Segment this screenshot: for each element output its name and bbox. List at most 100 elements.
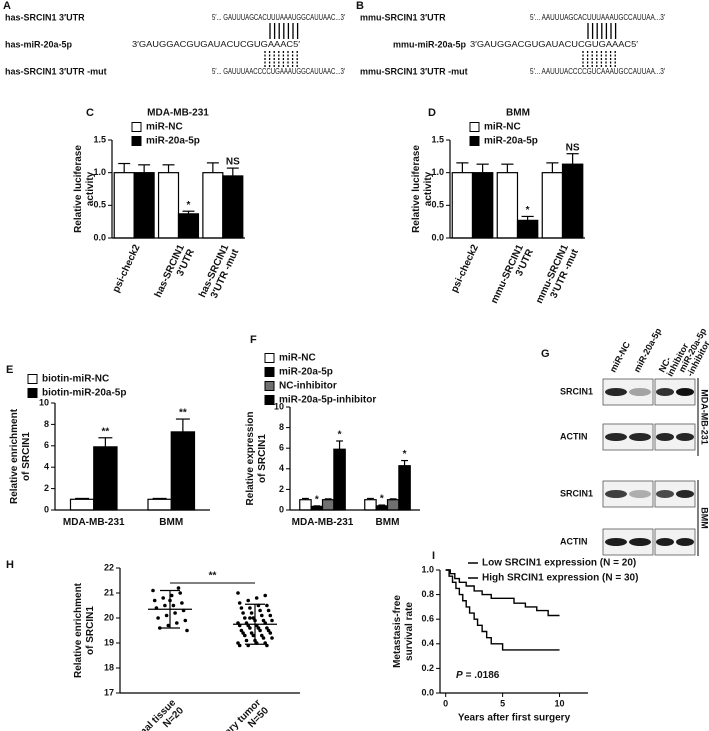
- x-tick-label: has-SRCIN13′UTR -mut: [197, 242, 241, 304]
- x-tick-label-line: BMM: [376, 517, 400, 528]
- bar: [321, 499, 335, 511]
- blot-band: [605, 433, 627, 441]
- y-tick-label: 0.5: [431, 200, 444, 210]
- data-point: [256, 626, 261, 630]
- legend-label: miR-NC: [146, 122, 183, 133]
- y-tick-label: 0.0: [431, 232, 444, 242]
- data-point: [164, 613, 169, 618]
- y-tick-label: 1.5: [431, 134, 444, 144]
- y-axis-label: Relative expressionof SRCIN1: [245, 412, 268, 506]
- panel-letter: A: [3, 0, 11, 12]
- data-point: [237, 643, 242, 648]
- p-value: P = .0186: [456, 670, 500, 681]
- y-tick-label: 10: [274, 401, 284, 411]
- panel-letter: H: [6, 559, 14, 571]
- data-point: [156, 616, 160, 620]
- y-tick-label: 4: [44, 462, 49, 472]
- chart-title: MDA-MB-231: [147, 108, 209, 119]
- data-point: [241, 611, 245, 615]
- y-tick-label: 0.0: [93, 232, 106, 242]
- data-point: [248, 616, 252, 620]
- panel-letter: G: [541, 348, 550, 360]
- blot-band: [629, 490, 651, 498]
- y-tick-label: 0.6: [421, 614, 434, 624]
- y-axis-label-line: Relative expression: [245, 412, 256, 506]
- legend-label: miR-20a-5p-inhibitor: [279, 395, 376, 406]
- data-point: [180, 601, 184, 605]
- sequence: 5′... AAUUUACCCCGUCAAAUGCCAUUAA...3′: [530, 67, 665, 76]
- bar: [364, 499, 377, 511]
- sequence: 5′... AAUUUAGCACUUUAAAUGCCAUUAA...3′: [530, 13, 665, 22]
- survival-curve: [445, 569, 560, 617]
- data-point: [270, 618, 274, 623]
- legend-swatch: [27, 374, 38, 384]
- x-tick-label: Primary tumorN=50: [207, 697, 271, 731]
- data-point: [265, 643, 269, 648]
- blot-band: [676, 490, 694, 498]
- y-axis-label-line: of SRCIN1: [85, 606, 96, 655]
- x-tick-label: mmu-SRCIN13′UTR: [489, 242, 536, 310]
- x-tick-label-line: psi-check2: [110, 242, 142, 294]
- legend-swatch: [131, 136, 142, 146]
- blot-band: [656, 538, 674, 546]
- data-point: [270, 636, 274, 640]
- data-point: [265, 603, 269, 608]
- y-axis-label-line: survival rate: [404, 602, 415, 661]
- data-point: [239, 606, 244, 610]
- data-point: [152, 598, 157, 603]
- bar: [516, 219, 539, 239]
- blot-band: [676, 388, 694, 396]
- y-tick-label: 19: [104, 637, 114, 647]
- y-tick-label: 0.5: [93, 200, 106, 210]
- y-axis-label: Metastasis-freesurvival rate: [392, 595, 415, 668]
- legend-label: miR-NC: [279, 353, 316, 364]
- x-tick-label-line: MDA-MB-231: [292, 517, 354, 528]
- data-point: [248, 626, 252, 630]
- bar: [541, 172, 564, 239]
- x-tick-label: 0: [443, 698, 448, 708]
- data-point: [263, 593, 268, 598]
- data-point: [261, 636, 266, 640]
- y-tick-label: 22: [104, 562, 114, 572]
- y-axis-label-line: Relative luciferase: [411, 145, 422, 233]
- lane-label-line: miR-NC: [608, 340, 633, 374]
- y-tick-label: 0.8: [421, 589, 434, 599]
- y-axis-label-line: activity: [85, 171, 96, 206]
- legend-label: miR-20a-5p: [484, 136, 538, 147]
- bar: [375, 505, 389, 511]
- significance-label: *: [380, 494, 384, 505]
- y-tick-label: 1.0: [431, 167, 444, 177]
- x-tick-label-line: BMM: [159, 517, 183, 528]
- bar: [170, 431, 196, 511]
- sequence-name: mmu-SRCIN1 3′UTR -mut: [360, 66, 468, 76]
- legend-label: miR-20a-5p: [279, 367, 333, 378]
- data-point: [243, 633, 247, 638]
- data-point: [249, 611, 254, 615]
- y-axis-label-line: activity: [423, 171, 434, 206]
- legend-swatch: [27, 388, 38, 398]
- panel-letter: B: [356, 0, 364, 12]
- y-tick-label: 8: [44, 419, 49, 429]
- data-point: [151, 588, 155, 593]
- legend-label: miR-NC: [484, 122, 521, 133]
- x-tick-label: has-SRCIN13′UTR: [152, 242, 196, 304]
- panel-letter: I: [432, 550, 435, 562]
- blot-band: [676, 433, 694, 441]
- bar: [177, 213, 200, 239]
- panel-letter: D: [428, 107, 436, 119]
- x-tick-label: mmu-SRCIN13′UTR -mut: [534, 242, 581, 310]
- significance-label: *: [403, 449, 407, 460]
- bar: [561, 163, 584, 239]
- data-point: [178, 591, 182, 595]
- x-tick-label: BMM: [159, 517, 183, 528]
- sequence-name: has-SRCIN1 3′UTR -mut: [5, 66, 107, 76]
- x-tick-label-line: MDA-MB-231: [63, 517, 125, 528]
- bar: [299, 499, 312, 511]
- y-tick-label: 1.0: [93, 167, 106, 177]
- y-tick-label: 1.5: [93, 134, 106, 144]
- data-point: [158, 626, 162, 630]
- data-point: [268, 631, 273, 635]
- sequence: 3′GAUGGACGUGAUACUCGUGAAAC5′: [132, 40, 301, 49]
